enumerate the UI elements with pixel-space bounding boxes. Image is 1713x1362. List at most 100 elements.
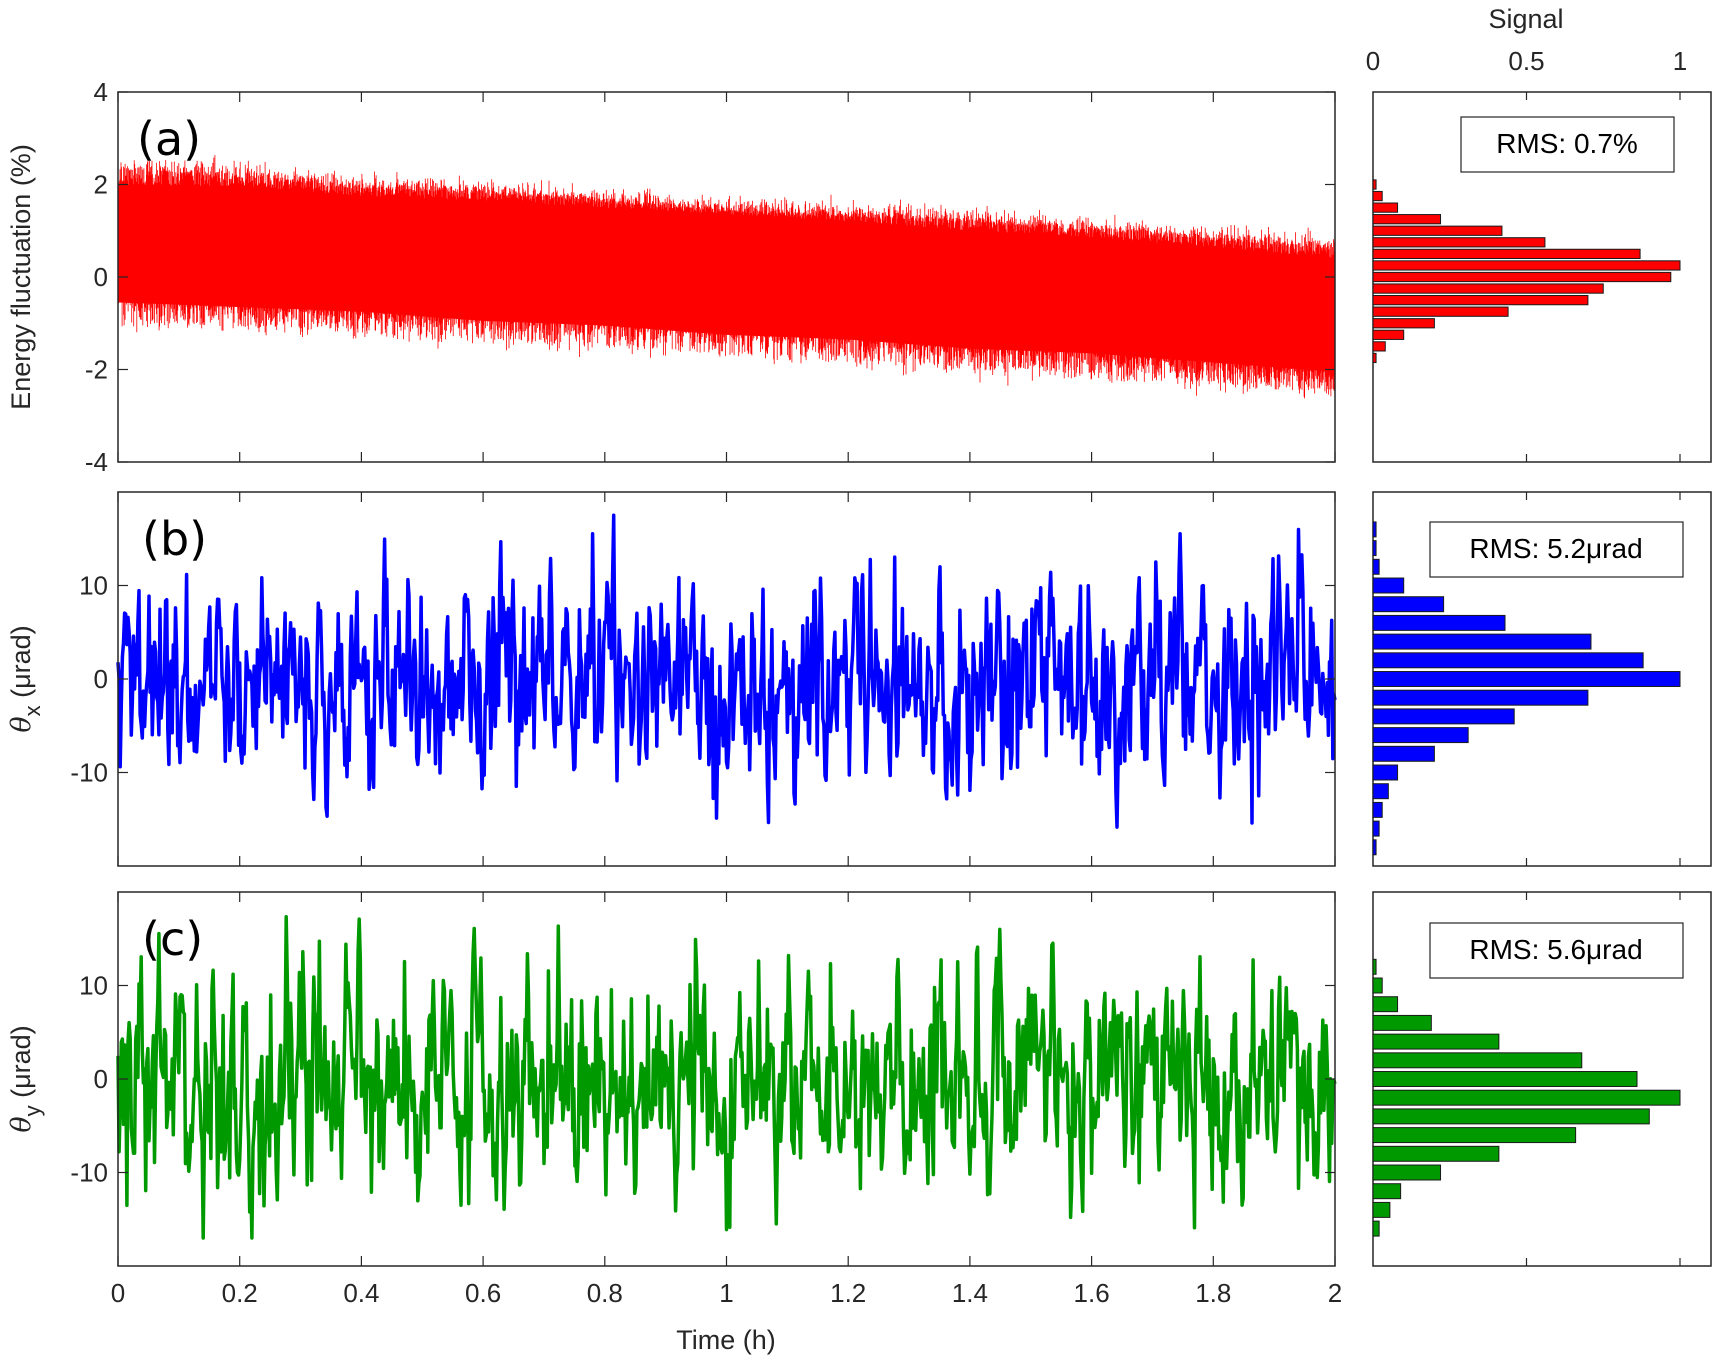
time-x-axis-ticks: 0 0.2 0.4 0.6 0.8 1 1.2 1.4 1.6 1.8 2 bbox=[111, 92, 1342, 1308]
y-tick-label: 10 bbox=[79, 571, 108, 601]
histogram-bar bbox=[1372, 1089, 1681, 1106]
histogram-bar bbox=[1372, 745, 1435, 762]
histogram-bar bbox=[1372, 977, 1383, 994]
rms-box-c: RMS: 5.6μrad bbox=[1429, 922, 1684, 979]
histogram-bar bbox=[1372, 318, 1435, 329]
rms-text-c: RMS: 5.6μrad bbox=[1469, 934, 1642, 965]
histogram-bar bbox=[1372, 295, 1589, 306]
x-tick-label: 0 bbox=[111, 1278, 125, 1308]
histogram-bar bbox=[1372, 202, 1399, 213]
y-tick-label: 0 bbox=[94, 664, 108, 694]
histogram-bar bbox=[1372, 1201, 1391, 1218]
histogram-x-axis-ticks: 0 0.5 1 bbox=[1366, 46, 1687, 76]
histogram-bar bbox=[1372, 283, 1604, 294]
histogram-bar bbox=[1372, 801, 1383, 818]
panel-b-y-axis-title: θx (μrad) bbox=[6, 625, 45, 732]
histogram-bar bbox=[1372, 260, 1681, 271]
panel-b-theta-x-plot: 10 0 -10 (b) θx (μrad) bbox=[6, 491, 1337, 867]
x-tick-label: 0.8 bbox=[587, 1278, 623, 1308]
x-tick-label: 0.4 bbox=[343, 1278, 379, 1308]
histogram-bar bbox=[1372, 558, 1380, 575]
histogram-bar bbox=[1372, 1052, 1583, 1069]
panel-c-y-axis-title: θy (μrad) bbox=[6, 1025, 45, 1132]
histogram-bar bbox=[1372, 1164, 1442, 1181]
panel-c-theta-y-plot: 10 0 -10 (c) θy (μrad) bbox=[6, 891, 1337, 1267]
histogram-bar bbox=[1372, 671, 1681, 687]
histogram-a bbox=[1372, 91, 1712, 463]
histogram-b bbox=[1372, 491, 1712, 867]
energy-signal-band bbox=[117, 155, 1335, 399]
rms-text-b: RMS: 5.2μrad bbox=[1469, 533, 1642, 564]
histogram-bar bbox=[1372, 352, 1377, 364]
x-tick-label: 1 bbox=[719, 1278, 733, 1308]
histogram-x-tick-label: 0.5 bbox=[1508, 46, 1544, 76]
x-tick-label: 1.2 bbox=[830, 1278, 866, 1308]
panel-b-label: (b) bbox=[142, 512, 207, 566]
x-tick-label: 1.8 bbox=[1195, 1278, 1231, 1308]
histogram-bar bbox=[1372, 820, 1380, 837]
rms-box-a: RMS: 0.7% bbox=[1460, 116, 1675, 173]
x-tick-label: 0.6 bbox=[465, 1278, 501, 1308]
histogram-x-tick-label: 1 bbox=[1673, 46, 1687, 76]
histogram-bar bbox=[1372, 1145, 1500, 1162]
x-tick-label: 0.2 bbox=[222, 1278, 258, 1308]
y-tick-label: 4 bbox=[94, 77, 108, 107]
theta-y-signal-line bbox=[116, 914, 1337, 1240]
histogram-bar bbox=[1372, 727, 1469, 744]
histogram-bar bbox=[1372, 614, 1506, 631]
rms-box-b: RMS: 5.2μrad bbox=[1429, 521, 1684, 578]
histogram-bar bbox=[1372, 652, 1644, 669]
theta-x-signal-line bbox=[116, 513, 1337, 829]
histogram-bar bbox=[1372, 596, 1445, 613]
time-x-axis-title: Time (h) bbox=[676, 1325, 776, 1355]
panel-c-label: (c) bbox=[142, 912, 203, 966]
panel-a-energy-plot: 4 2 0 -2 -4 (a) Energy fluctuation (%) bbox=[6, 77, 1336, 477]
histogram-bar bbox=[1372, 839, 1377, 856]
histogram-bar bbox=[1372, 958, 1377, 975]
x-tick-label: 1.4 bbox=[952, 1278, 988, 1308]
histogram-bar bbox=[1372, 237, 1546, 248]
histogram-bar bbox=[1372, 179, 1377, 190]
histogram-bar bbox=[1372, 1108, 1650, 1125]
panel-c-y-ticks: 10 0 -10 bbox=[70, 971, 1335, 1188]
y-tick-label: -10 bbox=[70, 1158, 108, 1188]
y-tick-label: 0 bbox=[94, 262, 108, 292]
histogram-bar bbox=[1372, 764, 1399, 781]
histogram-bar bbox=[1372, 248, 1641, 259]
y-tick-label: 2 bbox=[94, 170, 108, 200]
histogram-bar bbox=[1372, 271, 1672, 283]
histogram-bar bbox=[1372, 214, 1442, 225]
y-tick-label: -4 bbox=[85, 447, 108, 477]
panel-a-y-ticks: 4 2 0 -2 -4 bbox=[85, 77, 1335, 477]
histogram-c bbox=[1372, 891, 1712, 1267]
y-tick-label: -10 bbox=[70, 758, 108, 788]
histogram-bar bbox=[1372, 708, 1515, 725]
histogram-bar bbox=[1372, 1127, 1577, 1144]
histogram-bar bbox=[1372, 1071, 1638, 1087]
histogram-bar bbox=[1372, 225, 1503, 236]
histogram-bar bbox=[1372, 540, 1377, 557]
histogram-bar bbox=[1372, 1220, 1380, 1237]
y-tick-label: -2 bbox=[85, 355, 108, 385]
y-tick-label: 10 bbox=[79, 971, 108, 1001]
histogram-bar bbox=[1372, 689, 1589, 706]
histogram-x-tick-label: 0 bbox=[1366, 46, 1380, 76]
histogram-bar bbox=[1372, 341, 1386, 352]
histogram-bar bbox=[1372, 633, 1592, 650]
histogram-bar bbox=[1372, 521, 1377, 538]
x-tick-label: 1.6 bbox=[1074, 1278, 1110, 1308]
histogram-bar bbox=[1372, 306, 1509, 317]
panel-a-y-axis-title: Energy fluctuation (%) bbox=[6, 144, 36, 410]
histogram-bar bbox=[1372, 329, 1405, 340]
histogram-bar bbox=[1372, 1183, 1402, 1200]
histogram-bar bbox=[1372, 1033, 1500, 1050]
rms-text-a: RMS: 0.7% bbox=[1496, 128, 1638, 159]
histogram-bar bbox=[1372, 190, 1383, 202]
histogram-bar bbox=[1372, 996, 1399, 1013]
y-tick-label: 0 bbox=[94, 1064, 108, 1094]
x-tick-label: 2 bbox=[1328, 1278, 1342, 1308]
histogram-x-axis-title: Signal bbox=[1488, 4, 1563, 34]
histogram-bar bbox=[1372, 783, 1389, 800]
panel-a-label: (a) bbox=[137, 112, 201, 166]
